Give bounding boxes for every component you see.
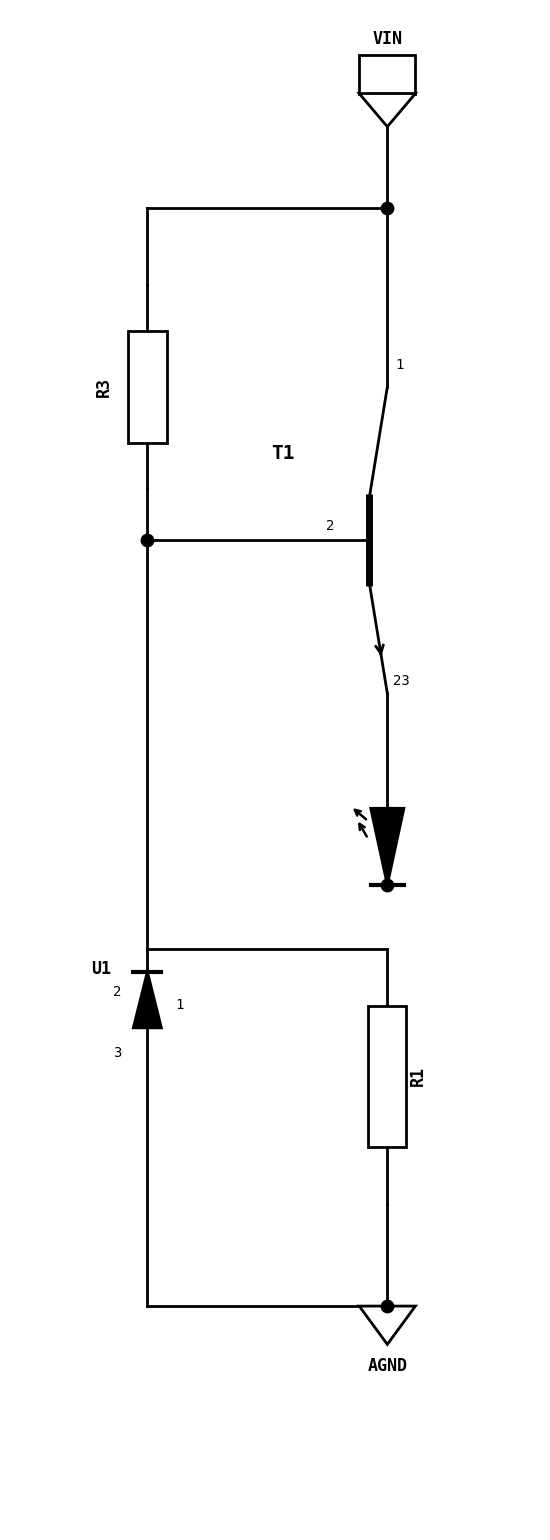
Text: 3: 3	[113, 1046, 122, 1061]
Point	[383, 196, 392, 220]
Text: R1: R1	[409, 1066, 427, 1086]
Text: 23: 23	[393, 675, 410, 688]
Text: T1: T1	[271, 444, 294, 464]
Text: 2: 2	[113, 986, 122, 999]
Bar	[359, 55, 415, 94]
Text: R3: R3	[95, 377, 113, 397]
Bar	[368, 1006, 406, 1147]
Bar	[128, 331, 167, 444]
Text: AGND: AGND	[367, 1357, 408, 1375]
Polygon shape	[133, 972, 161, 1027]
Polygon shape	[359, 94, 415, 126]
Point	[383, 1294, 392, 1318]
Text: VIN: VIN	[372, 29, 402, 48]
Text: 1: 1	[395, 357, 403, 371]
Polygon shape	[359, 1306, 415, 1344]
Point	[383, 873, 392, 898]
Text: U1: U1	[92, 959, 112, 978]
Point	[143, 528, 152, 553]
Text: 1: 1	[175, 998, 184, 1012]
Text: 2: 2	[326, 519, 334, 533]
Polygon shape	[371, 808, 404, 885]
